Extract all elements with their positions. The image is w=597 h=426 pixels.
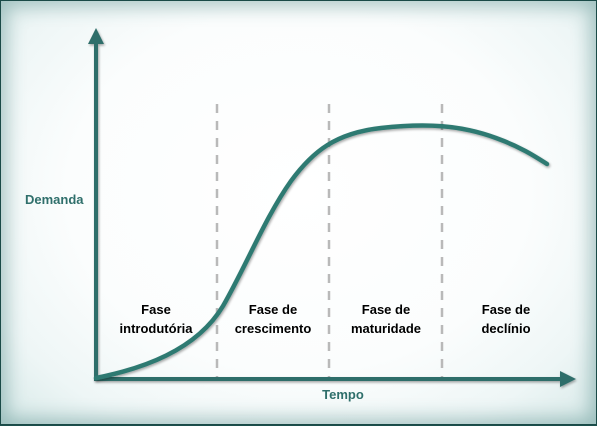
phase-label-line2: declínio (481, 321, 530, 336)
phase-label-line2: maturidade (351, 321, 421, 336)
x-axis-label: Tempo (322, 387, 364, 402)
phase-label-line1: Fase de (482, 302, 530, 317)
phase-label-line2: crescimento (235, 321, 312, 336)
phase-label-line1: Fase de (249, 302, 297, 317)
axes (88, 28, 576, 387)
y-axis-arrow-icon (88, 28, 104, 44)
phase-label-line2: introdutória (120, 321, 194, 336)
phase-label-line1: Fase (141, 302, 171, 317)
phase-label-line1: Fase de (362, 302, 410, 317)
phase-label-maturity: Fase de maturidade (351, 302, 421, 336)
phase-dividers (215, 104, 444, 379)
demand-curve (93, 123, 550, 381)
phase-label-introductory: Fase introdutória (120, 302, 194, 336)
y-axis-label: Demanda (25, 192, 84, 207)
x-axis-arrow-icon (560, 371, 576, 387)
phase-label-decline: Fase de declínio (481, 302, 530, 336)
phase-label-growth: Fase de crescimento (235, 302, 312, 336)
